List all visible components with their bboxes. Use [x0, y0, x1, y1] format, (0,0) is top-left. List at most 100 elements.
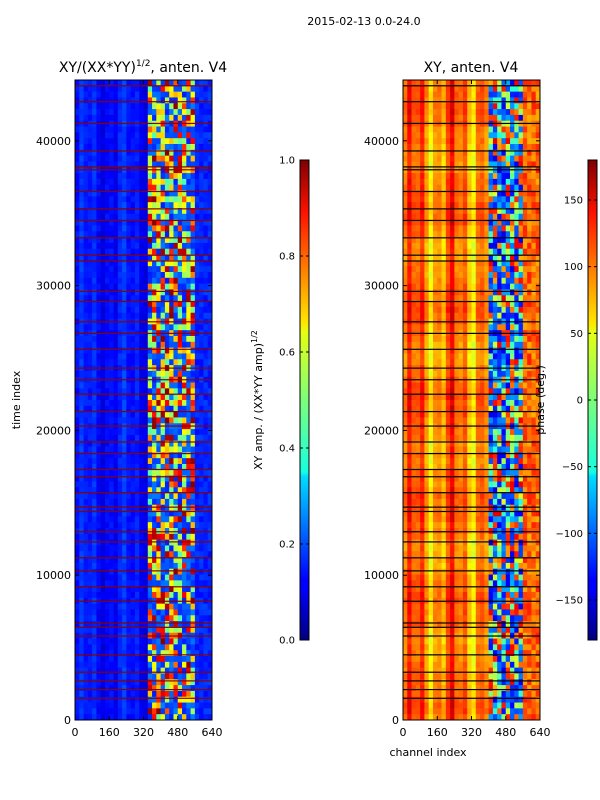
- heatmap-cell: [147, 417, 153, 424]
- heatmap-cell: [113, 429, 119, 436]
- heatmap-cell: [109, 301, 114, 308]
- heatmap-cell: [407, 277, 412, 285]
- heatmap-cell: [113, 260, 119, 267]
- heatmap-cell: [109, 242, 114, 250]
- heatmap-cell: [126, 254, 132, 261]
- heatmap-cell: [92, 341, 97, 349]
- heatmap-cell: [492, 196, 498, 203]
- heatmap-cell: [75, 149, 80, 157]
- heatmap-cell: [475, 190, 481, 197]
- heatmap-cell: [514, 167, 519, 174]
- heatmap-cell: [117, 650, 123, 657]
- heatmap-cell: [186, 248, 191, 255]
- heatmap-cell: [199, 568, 204, 575]
- heatmap-cell: [113, 562, 119, 570]
- heatmap-cell: [96, 80, 102, 87]
- heatmap-cell: [497, 283, 502, 290]
- heatmap-cell: [437, 80, 442, 87]
- heatmap-cell: [130, 254, 136, 261]
- heatmap-cell: [480, 138, 485, 145]
- heatmap-cell: [199, 149, 204, 157]
- heatmap-cell: [203, 283, 209, 290]
- heatmap-cell: [454, 306, 460, 314]
- heatmap-cell: [207, 254, 212, 261]
- heatmap-cell: [203, 277, 209, 285]
- heatmap-cell: [92, 353, 97, 360]
- heatmap-cell: [152, 272, 157, 279]
- heatmap-cell: [134, 516, 140, 523]
- heatmap-cell: [160, 277, 166, 285]
- heatmap-cell: [450, 242, 455, 250]
- heatmap-cell: [79, 213, 84, 221]
- heatmap-cell: [100, 353, 106, 360]
- heatmap-cell: [109, 184, 114, 191]
- heatmap-cell: [122, 446, 127, 453]
- heatmap-cell: [134, 144, 140, 151]
- heatmap-cell: [96, 650, 102, 657]
- heatmap-cell: [104, 272, 110, 279]
- heatmap-cell: [109, 260, 114, 267]
- heatmap-cell: [75, 510, 80, 517]
- heatmap-cell: [75, 679, 80, 686]
- heatmap-cell: [113, 475, 119, 482]
- heatmap-cell: [492, 248, 498, 255]
- heatmap-cell: [122, 353, 127, 360]
- heatmap-cell: [75, 242, 80, 250]
- heatmap-cell: [87, 475, 93, 482]
- heatmap-cell: [186, 417, 191, 424]
- heatmap-cell: [428, 184, 434, 191]
- heatmap-cell: [143, 568, 149, 575]
- heatmap-cell: [152, 405, 157, 413]
- heatmap-cell: [182, 504, 187, 511]
- heatmap-cell: [109, 673, 114, 680]
- heatmap-cell: [467, 184, 472, 191]
- heatmap-cell: [411, 178, 417, 186]
- heatmap-cell: [531, 272, 537, 279]
- heatmap-cell: [100, 266, 106, 273]
- heatmap-cell: [207, 568, 212, 575]
- heatmap-cell: [164, 615, 170, 622]
- heatmap-cell: [207, 248, 212, 255]
- heatmap-cell: [194, 312, 200, 319]
- heatmap-cell: [117, 481, 123, 488]
- heatmap-cell: [122, 301, 127, 308]
- heatmap-cell: [190, 638, 196, 645]
- heatmap-cell: [454, 248, 460, 255]
- heatmap-cell: [501, 173, 507, 180]
- heatmap-cell: [96, 562, 102, 570]
- heatmap-cell: [147, 528, 153, 535]
- heatmap-cell: [83, 359, 89, 366]
- heatmap-cell: [169, 80, 174, 87]
- heatmap-cell: [207, 394, 212, 401]
- heatmap-cell: [173, 609, 179, 616]
- heatmap-cell: [199, 685, 204, 692]
- heatmap-cell: [492, 178, 498, 186]
- heatmap-cell: [497, 202, 502, 209]
- heatmap-cell: [497, 155, 502, 162]
- heatmap-cell: [441, 202, 447, 209]
- heatmap-cell: [535, 208, 540, 215]
- heatmap-cell: [109, 173, 114, 180]
- heatmap-cell: [104, 260, 110, 267]
- heatmap-cell: [83, 190, 89, 197]
- heatmap-cell: [152, 568, 157, 575]
- heatmap-cell: [152, 295, 157, 302]
- heatmap-cell: [147, 132, 153, 139]
- heatmap-cell: [92, 481, 97, 488]
- heatmap-cell: [96, 231, 102, 238]
- heatmap-cell: [160, 481, 166, 488]
- heatmap-cell: [441, 178, 447, 186]
- heatmap-cell: [492, 266, 498, 273]
- heatmap-cell: [505, 306, 511, 314]
- heatmap-cell: [190, 673, 196, 680]
- heatmap-cell: [75, 417, 80, 424]
- heatmap-cell: [169, 469, 174, 477]
- heatmap-cell: [186, 592, 191, 599]
- heatmap-cell: [186, 312, 191, 319]
- heatmap-cell: [445, 277, 451, 285]
- heatmap-cell: [152, 388, 157, 395]
- heatmap-cell: [432, 213, 438, 221]
- heatmap-cell: [130, 609, 136, 616]
- heatmap-cell: [488, 266, 494, 273]
- heatmap-cell: [160, 586, 166, 593]
